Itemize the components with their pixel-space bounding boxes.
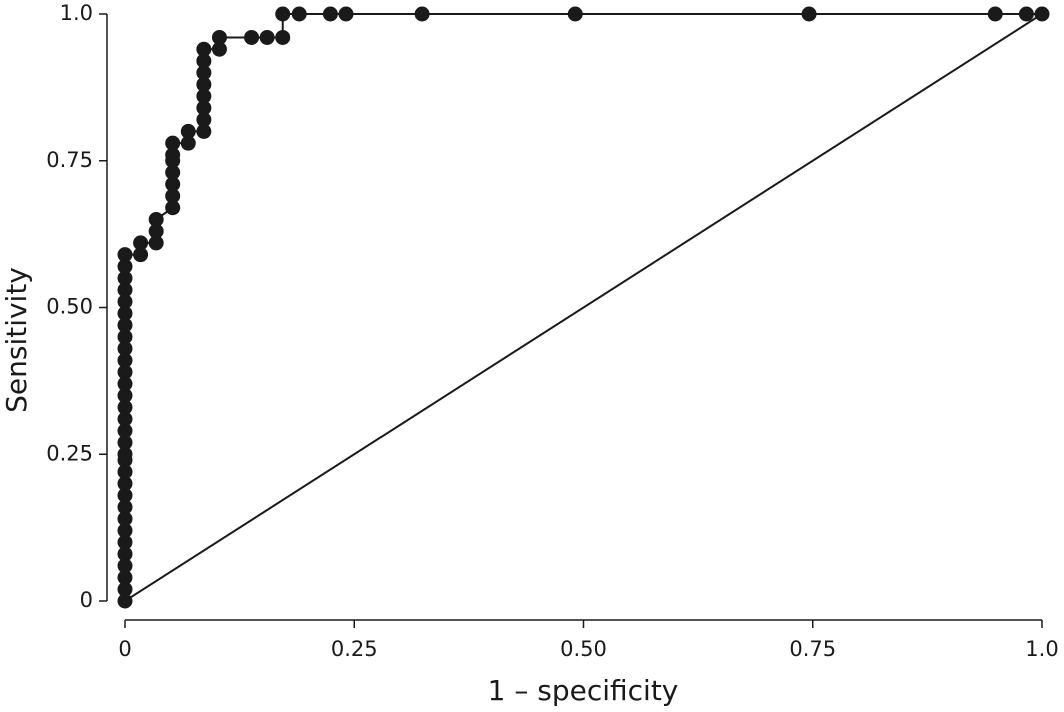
point — [211, 41, 227, 57]
point — [117, 399, 133, 415]
x-tick-label: 0 — [118, 637, 131, 661]
point — [322, 6, 338, 22]
point — [275, 29, 291, 45]
point — [165, 176, 181, 192]
point — [117, 247, 133, 263]
point — [117, 294, 133, 310]
point — [117, 364, 133, 380]
point — [196, 65, 212, 81]
point — [117, 352, 133, 368]
point — [117, 341, 133, 357]
point — [117, 270, 133, 286]
point — [148, 223, 164, 239]
point — [196, 76, 212, 92]
point — [244, 29, 260, 45]
point — [567, 6, 583, 22]
point — [987, 6, 1003, 22]
point — [259, 29, 275, 45]
point — [117, 258, 133, 274]
point — [165, 200, 181, 216]
point — [117, 476, 133, 492]
point — [117, 487, 133, 503]
point — [291, 6, 307, 22]
point — [117, 435, 133, 451]
point — [180, 123, 196, 139]
point — [148, 211, 164, 227]
point — [1018, 6, 1034, 22]
x-tick-label: 0.50 — [560, 637, 607, 661]
y-tick-label: 0.75 — [46, 148, 93, 172]
point — [196, 53, 212, 69]
line — [124, 13, 1043, 602]
point — [117, 411, 133, 427]
x-tick-label: 0.75 — [789, 637, 836, 661]
point — [117, 446, 133, 462]
point — [196, 100, 212, 116]
point — [196, 123, 212, 139]
y-tick-label: 1.0 — [60, 1, 93, 25]
point — [165, 188, 181, 204]
point — [117, 581, 133, 597]
point — [117, 534, 133, 550]
point — [165, 147, 181, 163]
y-tick-label: 0.25 — [46, 441, 93, 465]
point — [196, 41, 212, 57]
point — [414, 6, 430, 22]
point — [117, 499, 133, 515]
point — [133, 247, 149, 263]
point — [180, 135, 196, 151]
point — [117, 317, 133, 333]
x-axis-title: 1 – specificity — [488, 674, 679, 707]
point — [133, 235, 149, 251]
point — [117, 511, 133, 527]
point — [165, 164, 181, 180]
point — [117, 546, 133, 562]
y-tick-label: 0 — [80, 588, 93, 612]
x-tick-label: 1.0 — [1025, 637, 1058, 661]
point — [117, 558, 133, 574]
point — [117, 570, 133, 586]
point — [165, 135, 181, 151]
y-axis-title: Sensitivity — [0, 267, 33, 413]
point — [196, 112, 212, 128]
x-tick-label: 0.25 — [331, 637, 378, 661]
point — [117, 329, 133, 345]
point — [196, 88, 212, 104]
point — [801, 6, 817, 22]
point — [117, 423, 133, 439]
y-tick-label: 0.50 — [46, 295, 93, 319]
point — [275, 6, 291, 22]
point — [117, 523, 133, 539]
point — [338, 6, 354, 22]
point — [117, 388, 133, 404]
point — [148, 235, 164, 251]
point — [117, 464, 133, 480]
point — [117, 282, 133, 298]
point — [117, 305, 133, 321]
point — [211, 29, 227, 45]
point — [117, 376, 133, 392]
